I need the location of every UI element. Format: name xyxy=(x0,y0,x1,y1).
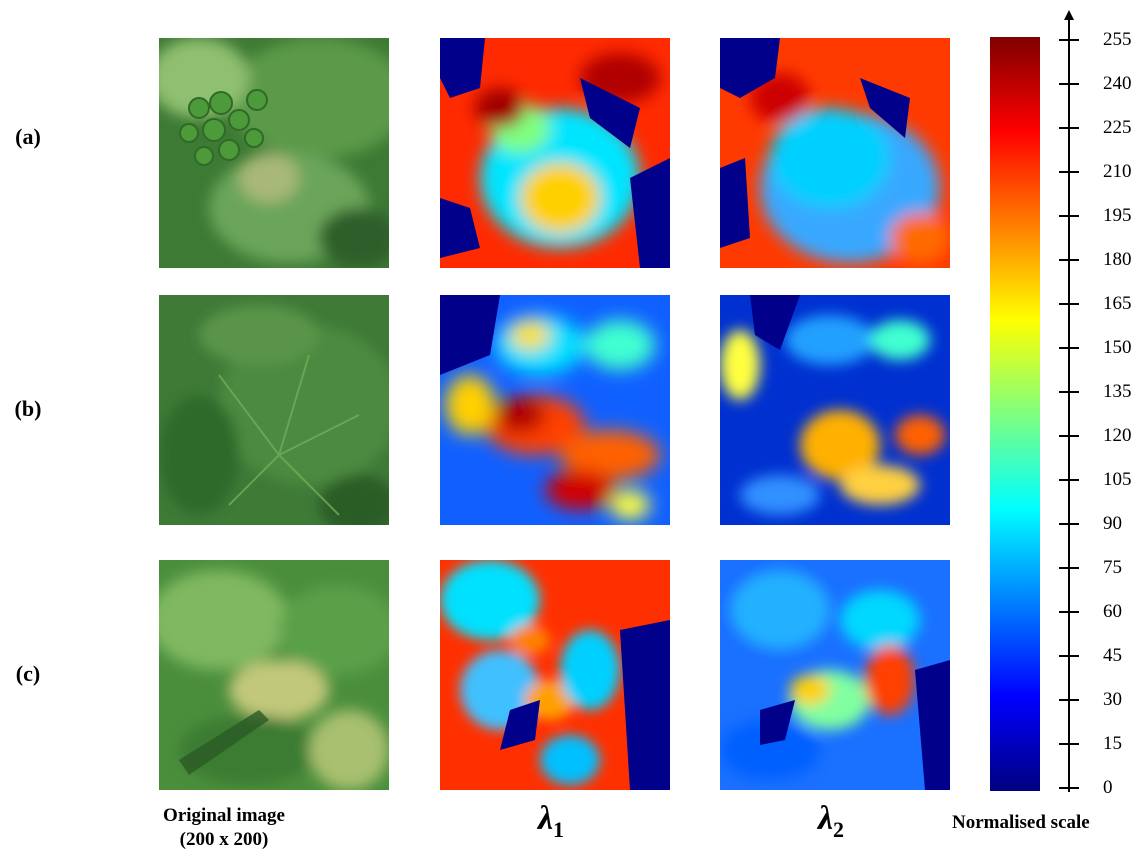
scale-tick-label: 45 xyxy=(1103,645,1122,666)
scale-tick-label: 165 xyxy=(1103,293,1132,314)
scale-tick-label: 0 xyxy=(1103,777,1113,798)
row-label-c: (c) xyxy=(15,661,41,686)
scale-tick-label: 30 xyxy=(1103,689,1122,710)
scale-tick-label: 195 xyxy=(1103,205,1132,226)
scale-tick-label: 180 xyxy=(1103,249,1132,270)
scale-tick-label: 240 xyxy=(1103,73,1132,94)
original-image-b xyxy=(159,295,389,525)
scale-tick-label: 150 xyxy=(1103,337,1132,358)
scale-axis xyxy=(1059,10,1079,792)
lambda2-map-b xyxy=(720,295,950,525)
scale-tick-label: 15 xyxy=(1103,733,1122,754)
scale-tick-label: 90 xyxy=(1103,513,1122,534)
scale-tick-label: 210 xyxy=(1103,161,1132,182)
original-image-c xyxy=(159,560,389,790)
row-label-a: (a) xyxy=(15,124,41,149)
lambda1-map-c xyxy=(440,560,670,790)
lambda2-map-c xyxy=(720,560,950,790)
lambda1-map-b xyxy=(440,295,670,525)
lambda1-caption: λ1 xyxy=(537,800,565,842)
lambda2-caption: λ2 xyxy=(817,800,845,842)
colorbar xyxy=(990,37,1040,791)
scale-tick-label: 120 xyxy=(1103,425,1132,446)
lambda2-map-a xyxy=(720,38,950,268)
scale-tick-label: 75 xyxy=(1103,557,1122,578)
scale-title: Normalised scale xyxy=(952,812,1090,833)
scale-tick-label: 255 xyxy=(1103,29,1132,50)
scale-tick-label: 105 xyxy=(1103,469,1132,490)
scale-tick-label: 225 xyxy=(1103,117,1132,138)
original-image-caption: Original image (200 x 200) xyxy=(163,805,285,850)
lambda1-map-a xyxy=(440,38,670,268)
row-label-b: (b) xyxy=(14,396,42,421)
original-image-a xyxy=(159,38,389,268)
scale-tick-label: 60 xyxy=(1103,601,1122,622)
scale-tick-label: 135 xyxy=(1103,381,1132,402)
